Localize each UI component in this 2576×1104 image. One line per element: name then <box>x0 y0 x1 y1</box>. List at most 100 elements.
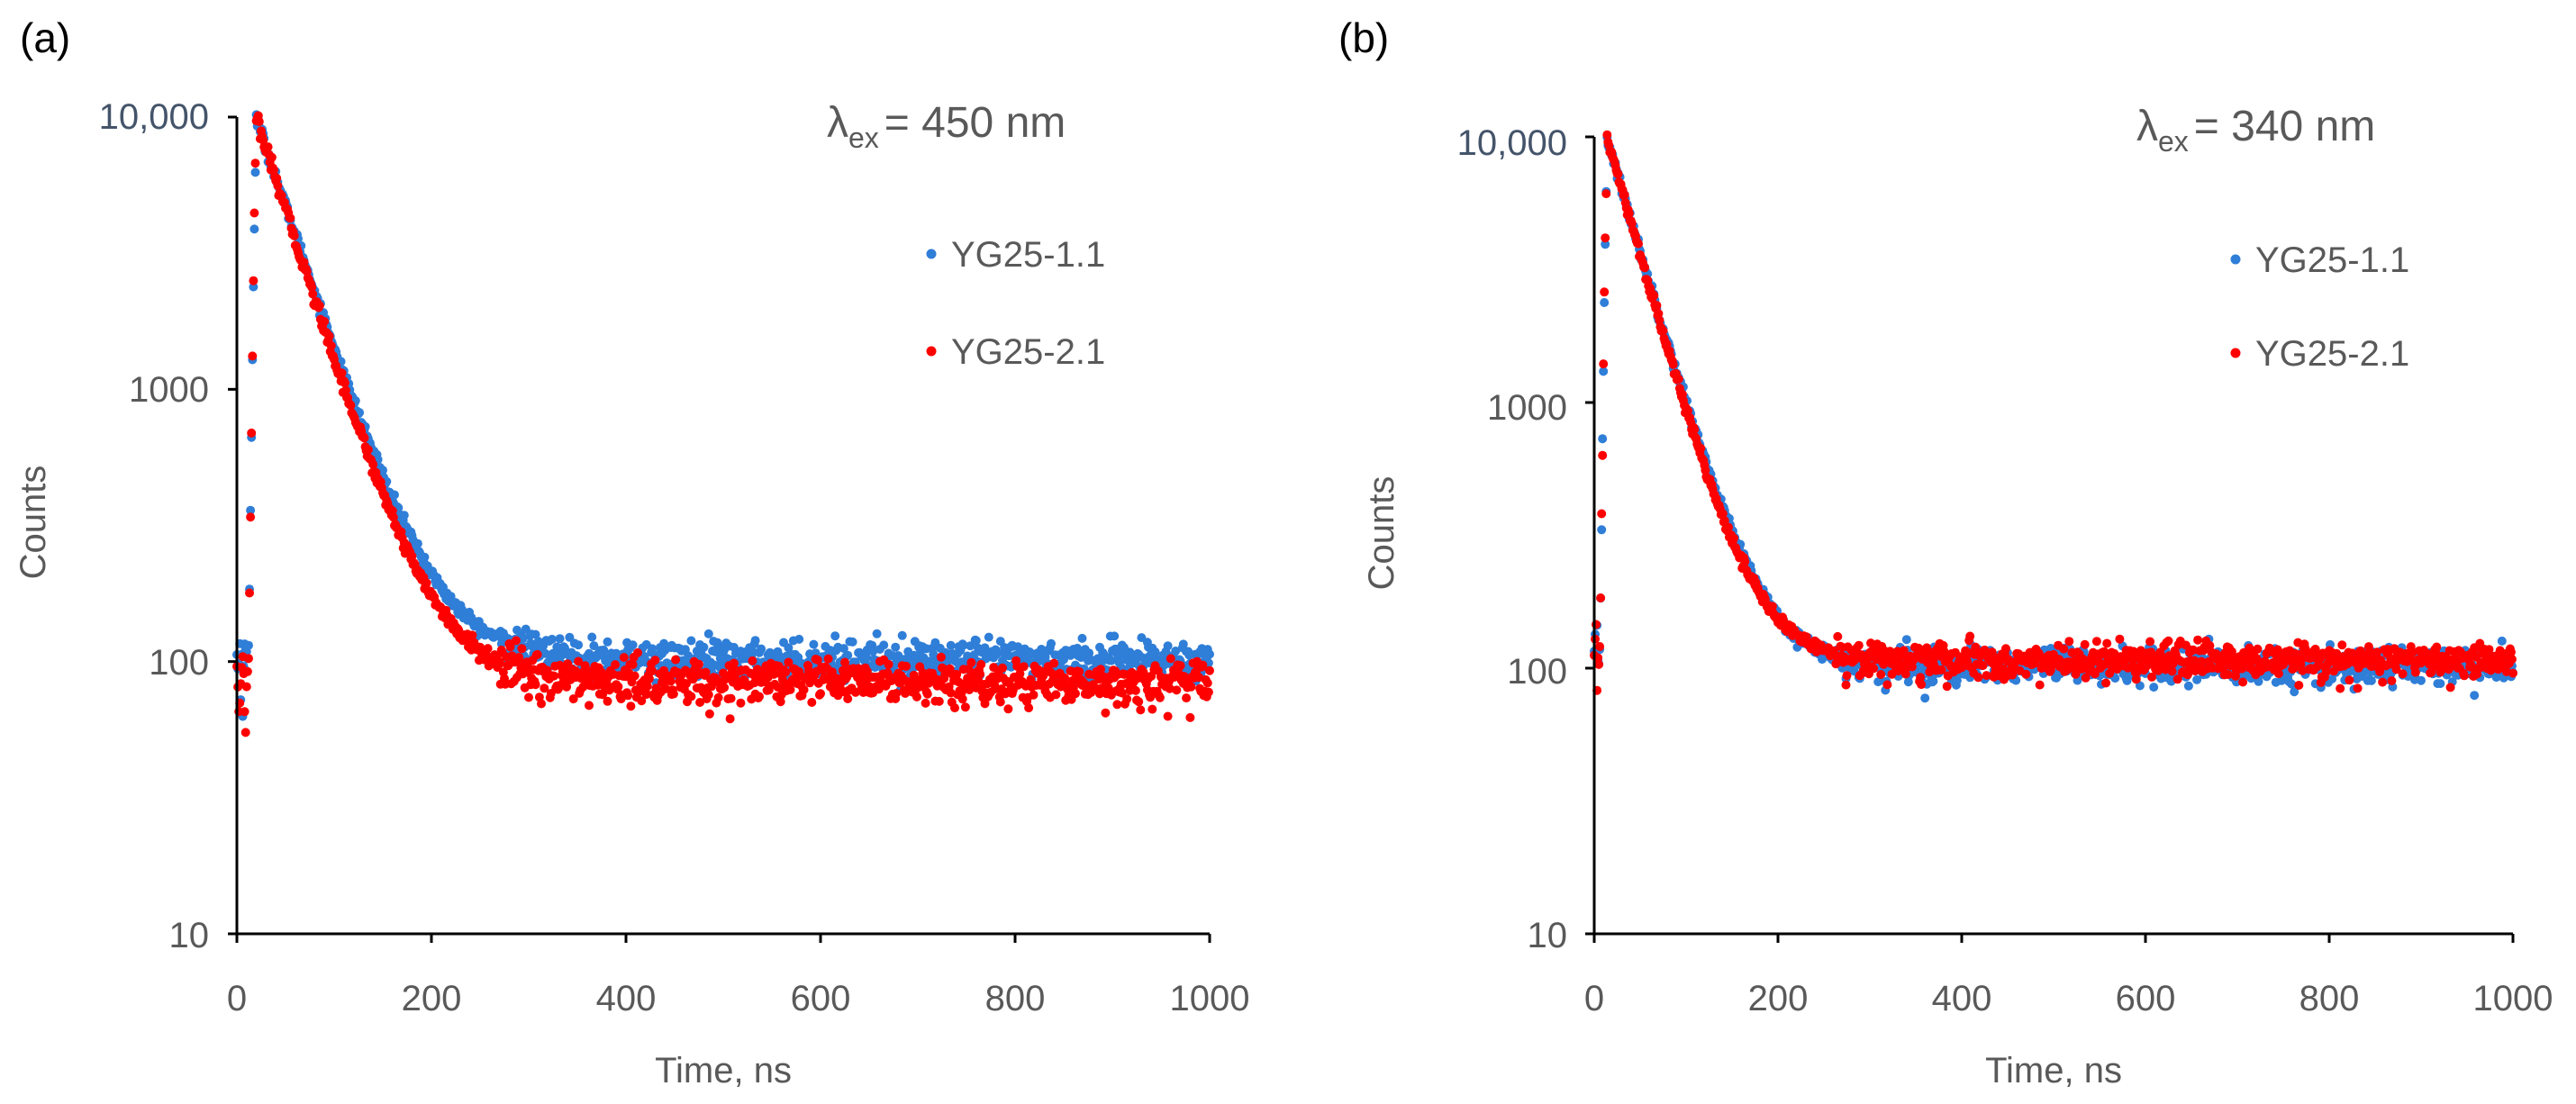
data-point-2 <box>1640 263 1650 273</box>
excitation-label: λex = 340 nm <box>2136 103 2375 158</box>
data-point-2 <box>2059 644 2069 654</box>
data-point-2 <box>950 703 959 713</box>
data-point-2 <box>1163 711 1173 721</box>
data-point-2 <box>254 117 264 126</box>
data-point-2 <box>843 694 853 703</box>
excitation-label: λex = 450 nm <box>827 99 1066 154</box>
data-point-2 <box>517 644 527 654</box>
data-point-2 <box>1194 673 1204 683</box>
data-point-2 <box>671 655 681 665</box>
data-point-2 <box>1198 660 1208 670</box>
data-point-2 <box>812 655 822 665</box>
panel-a: (a) λex = 450 nm 10 100 1000 10,000 0 200… <box>14 14 1249 1090</box>
data-point-2 <box>363 445 373 455</box>
data-point-2 <box>2353 683 2363 693</box>
data-point-2 <box>240 728 250 738</box>
data-point-2 <box>960 702 970 712</box>
data-point-2 <box>2508 655 2517 665</box>
data-point-2 <box>1942 682 1952 692</box>
data-point-1 <box>2183 681 2193 691</box>
data-point-2 <box>314 301 324 311</box>
data-point-2 <box>823 654 833 664</box>
data-point-1 <box>1178 639 1188 649</box>
data-point-2 <box>549 671 559 681</box>
data-point-2 <box>2105 668 2115 678</box>
data-point-1 <box>547 634 557 644</box>
data-point-2 <box>1937 665 1946 674</box>
data-point-1 <box>420 552 430 562</box>
data-point-2 <box>1122 694 1132 704</box>
data-point-2 <box>1601 233 1610 243</box>
data-point-2 <box>2321 667 2331 677</box>
data-point-1 <box>603 637 612 647</box>
data-point-2 <box>308 289 318 299</box>
data-point-2 <box>1112 700 1122 710</box>
data-point-1 <box>861 652 871 662</box>
data-point-2 <box>686 692 696 701</box>
data-point-2 <box>626 701 636 711</box>
panel-label: (a) <box>20 14 70 61</box>
data-point-1 <box>897 630 907 640</box>
data-point-2 <box>1613 169 1623 179</box>
data-point-2 <box>2115 634 2125 644</box>
data-point-2 <box>957 694 967 704</box>
data-point-2 <box>946 688 956 698</box>
data-point-2 <box>1186 682 1196 692</box>
data-point-2 <box>2508 668 2517 678</box>
data-point-2 <box>862 666 872 676</box>
data-point-2 <box>1155 692 1165 702</box>
data-point-2 <box>755 692 764 701</box>
data-point-2 <box>1718 509 1728 519</box>
data-point-2 <box>2131 674 2141 684</box>
data-point-2 <box>269 165 278 175</box>
data-point-2 <box>585 701 594 710</box>
data-point-2 <box>784 657 794 667</box>
data-point-1 <box>1047 638 1056 648</box>
data-point-2 <box>1203 687 1213 697</box>
legend-label-series-2: YG25-2.1 <box>2255 334 2409 374</box>
data-point-2 <box>422 578 431 588</box>
data-point-2 <box>1842 671 1852 681</box>
data-point-1 <box>250 167 260 177</box>
data-point-1 <box>378 466 387 475</box>
x-tick-label: 800 <box>2299 979 2360 1018</box>
data-point-1 <box>891 642 901 652</box>
data-point-2 <box>1101 708 1111 718</box>
data-point-2 <box>1658 326 1668 336</box>
data-point-1 <box>574 640 584 650</box>
data-point-2 <box>650 656 660 665</box>
data-point-2 <box>2101 678 2111 688</box>
data-point-2 <box>2484 645 2494 655</box>
data-point-2 <box>2145 637 2155 647</box>
data-point-1 <box>1150 647 1160 656</box>
axes <box>228 115 1211 943</box>
data-point-2 <box>514 653 524 662</box>
data-point-2 <box>777 674 787 684</box>
data-point-1 <box>699 642 709 652</box>
data-point-1 <box>2290 687 2299 697</box>
data-point-1 <box>766 650 776 660</box>
data-point-2 <box>628 660 638 669</box>
data-point-1 <box>839 644 848 654</box>
data-point-1 <box>686 636 696 646</box>
data-point-2 <box>467 630 477 640</box>
data-point-2 <box>2102 638 2112 648</box>
data-point-2 <box>611 660 621 670</box>
data-point-2 <box>1026 674 1036 684</box>
y-tick-label: 100 <box>1507 652 1567 692</box>
data-point-2 <box>1595 642 1605 651</box>
data-point-2 <box>2294 681 2304 690</box>
data-point-2 <box>2345 675 2354 685</box>
data-point-1 <box>2497 636 2507 646</box>
data-point-1 <box>1818 655 1827 665</box>
data-point-1 <box>1597 525 1607 535</box>
y-tick-label: 1000 <box>1487 388 1567 428</box>
data-point-1 <box>1106 656 1116 665</box>
data-point-2 <box>694 659 703 669</box>
data-point-2 <box>1598 450 1608 460</box>
data-point-2 <box>2238 677 2248 687</box>
data-point-1 <box>2254 676 2263 686</box>
legend-marker-series-2 <box>926 346 937 357</box>
scatter-points <box>232 110 1214 738</box>
data-point-2 <box>540 683 549 693</box>
